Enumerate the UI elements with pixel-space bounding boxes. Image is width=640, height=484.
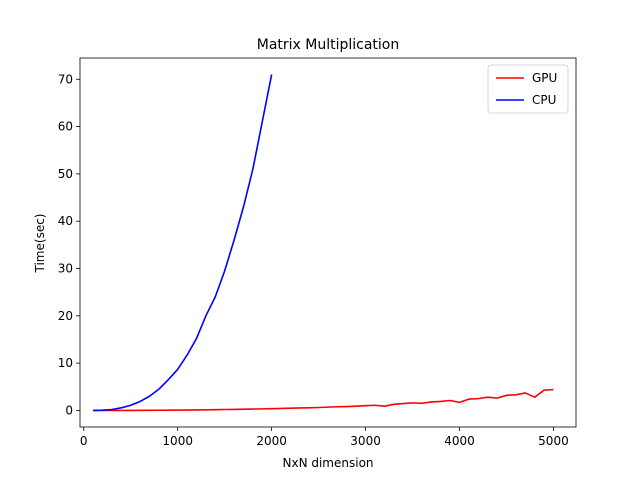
x-tick-label: 5000 [538,434,569,448]
x-tick-label: 4000 [444,434,475,448]
plot-area: 0 1000 2000 3000 4000 5000 0 10 20 30 40 50 60 70 GPU C… [58,57,577,448]
chart-title: Matrix Multiplication [257,37,400,53]
x-axis-label: NxN dimension [282,456,373,470]
y-tick-label: 20 [58,309,73,323]
x-tick-label: 3000 [350,434,381,448]
y-axis-label: Time(sec) [33,214,47,274]
y-tick-label: 30 [58,262,73,276]
axes-frame [79,57,577,428]
legend-label-gpu: GPU [532,71,557,85]
y-tick-label: 60 [58,120,73,134]
x-tick-label: 2000 [256,434,287,448]
legend-label-cpu: CPU [532,93,556,107]
x-tick-label: 0 [80,434,88,448]
legend-box [487,64,569,114]
y-tick-label: 10 [58,356,73,370]
y-tick-label: 50 [58,167,73,181]
y-tick-label: 70 [58,72,73,86]
series-line-cpu [93,74,273,412]
y-tick-label: 0 [65,403,73,417]
x-tick-label: 1000 [162,434,193,448]
series-line-gpu [93,388,554,412]
y-tick-label: 40 [58,214,73,228]
